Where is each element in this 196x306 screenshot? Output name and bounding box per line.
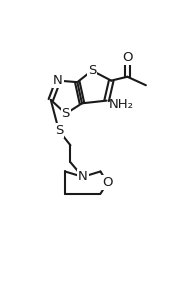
Text: S: S xyxy=(62,107,70,120)
Text: N: N xyxy=(53,74,63,87)
Text: O: O xyxy=(102,176,113,189)
Text: O: O xyxy=(122,51,133,64)
Text: NH₂: NH₂ xyxy=(109,98,134,111)
Text: S: S xyxy=(88,64,96,77)
Text: N: N xyxy=(78,170,88,183)
Text: S: S xyxy=(55,124,63,137)
